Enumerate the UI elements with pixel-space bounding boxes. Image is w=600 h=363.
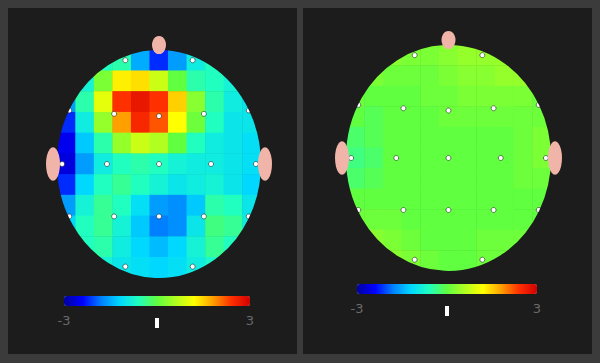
- svg-text:-3: -3: [351, 301, 364, 316]
- svg-text:3: 3: [246, 313, 254, 328]
- svg-text:3: 3: [533, 301, 541, 316]
- svg-text:-3: -3: [58, 313, 71, 328]
